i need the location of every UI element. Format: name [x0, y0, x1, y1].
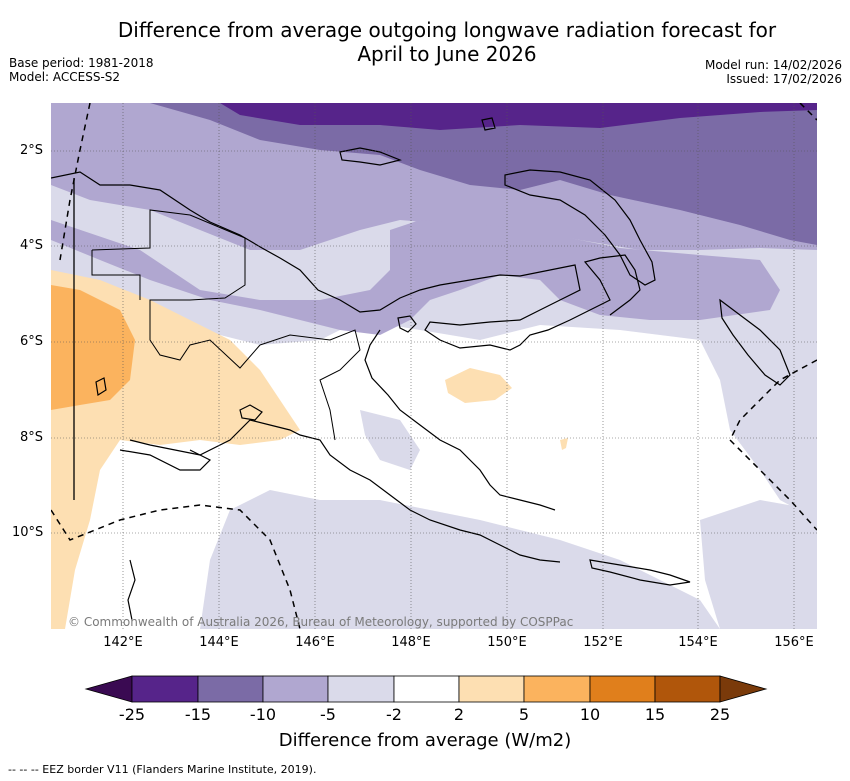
colorbar-seg-3 — [262, 675, 329, 703]
copyright-text: © Commonwealth of Australia 2026, Bureau… — [68, 615, 573, 629]
colorbar-label-10: 25 — [709, 705, 731, 724]
colorbar-seg-7 — [523, 675, 591, 703]
colorbar-label-2: -15 — [184, 705, 212, 724]
eez-east — [729, 359, 817, 531]
colorbar — [84, 675, 768, 703]
field-band-minus25 — [220, 103, 817, 130]
colorbar-seg-1 — [131, 675, 199, 703]
field-patch-south — [232, 510, 500, 610]
lat-label-10s: 10°S — [12, 525, 44, 540]
field-positive-dot — [560, 438, 568, 450]
lon-label-146e: 146°E — [295, 635, 335, 650]
coast-manus — [481, 117, 496, 131]
colorbar-seg-4 — [327, 675, 395, 703]
colorbar-extend-high — [719, 675, 768, 703]
coast-lake-murray — [95, 377, 107, 396]
colorbar-seg-8 — [589, 675, 656, 703]
coast-cape-york — [127, 559, 136, 621]
coastlines — [51, 117, 791, 621]
model-run-text: Model run: 14/02/2026 — [704, 58, 842, 72]
field-patch-southeast — [700, 500, 817, 629]
lat-label-6s: 6°S — [20, 334, 44, 349]
model-text: Model: ACCESS-S2 — [9, 70, 121, 84]
border-provinces-north — [91, 250, 141, 300]
coast-rossel — [589, 559, 691, 586]
border-provinces-west — [91, 209, 261, 369]
eez-south — [51, 504, 301, 629]
colorbar-seg-2 — [197, 675, 264, 703]
lat-label-2s: 2°S — [20, 143, 44, 158]
coast-fly-delta — [119, 449, 212, 471]
lon-label-154e: 154°E — [678, 635, 718, 650]
colorbar-label-6: 2 — [453, 705, 465, 724]
colorbar-label-8: 10 — [579, 705, 601, 724]
eez-northeast — [799, 103, 817, 121]
lon-label-144e: 144°E — [199, 635, 239, 650]
eez-west-north — [59, 103, 91, 261]
colorbar-label-5: -2 — [386, 705, 402, 724]
lon-label-142e: 142°E — [103, 635, 143, 650]
lon-label-156e: 156°E — [774, 635, 814, 650]
title-line-2: April to June 2026 — [357, 42, 537, 66]
meta-right: Model run: 14/02/2026 Issued: 17/02/2026 — [705, 58, 842, 86]
anomaly-field — [51, 103, 817, 629]
coast-new-britain — [504, 169, 656, 286]
meta-left: Base period: 1981-2018 Model: ACCESS-S2 — [9, 56, 154, 84]
coast-karkar — [397, 315, 417, 333]
graticule — [51, 103, 817, 629]
issued-text: Issued: 17/02/2026 — [726, 72, 842, 86]
colorbar-label-3: -10 — [249, 705, 277, 724]
field-positive-mid — [51, 285, 135, 410]
eez-footnote: -- -- -- EEZ border V11 (Flanders Marine… — [8, 763, 317, 776]
lon-label-148e: 148°E — [391, 635, 431, 650]
colorbar-label-7: 5 — [518, 705, 530, 724]
map-title: Difference from average outgoing longwav… — [0, 18, 850, 66]
colorbar-title: Difference from average (W/m2) — [278, 730, 572, 751]
field-patch-center — [360, 410, 420, 470]
field-band-minus10-lower — [51, 185, 780, 335]
lat-label-4s: 4°S — [20, 238, 44, 253]
colorbar-label-9: 15 — [644, 705, 666, 724]
coast-north — [51, 171, 641, 351]
coast-bougainville — [719, 298, 791, 386]
coast-new-hanover — [339, 147, 402, 166]
colorbar-extend-low — [84, 675, 133, 703]
colorbar-label-4: -5 — [320, 705, 336, 724]
coast-south — [129, 419, 561, 563]
lat-label-8s: 8°S — [20, 430, 44, 445]
coast-east-peninsula — [364, 329, 556, 511]
lon-label-150e: 150°E — [487, 635, 527, 650]
field-positive-patch — [445, 368, 512, 403]
colorbar-seg-9 — [654, 675, 721, 703]
field-band-minus15 — [150, 103, 817, 245]
lon-label-152e: 152°E — [583, 635, 623, 650]
coast-gulf-islets — [239, 404, 263, 421]
border-provinces-central — [259, 329, 361, 441]
base-period-text: Base period: 1981-2018 — [9, 56, 154, 70]
title-line-1: Difference from average outgoing longwav… — [117, 18, 777, 42]
colorbar-label-1: -25 — [118, 705, 146, 724]
colorbar-seg-6 — [458, 675, 525, 703]
eez-borders — [51, 103, 817, 629]
colorbar-seg-5 — [393, 675, 460, 703]
